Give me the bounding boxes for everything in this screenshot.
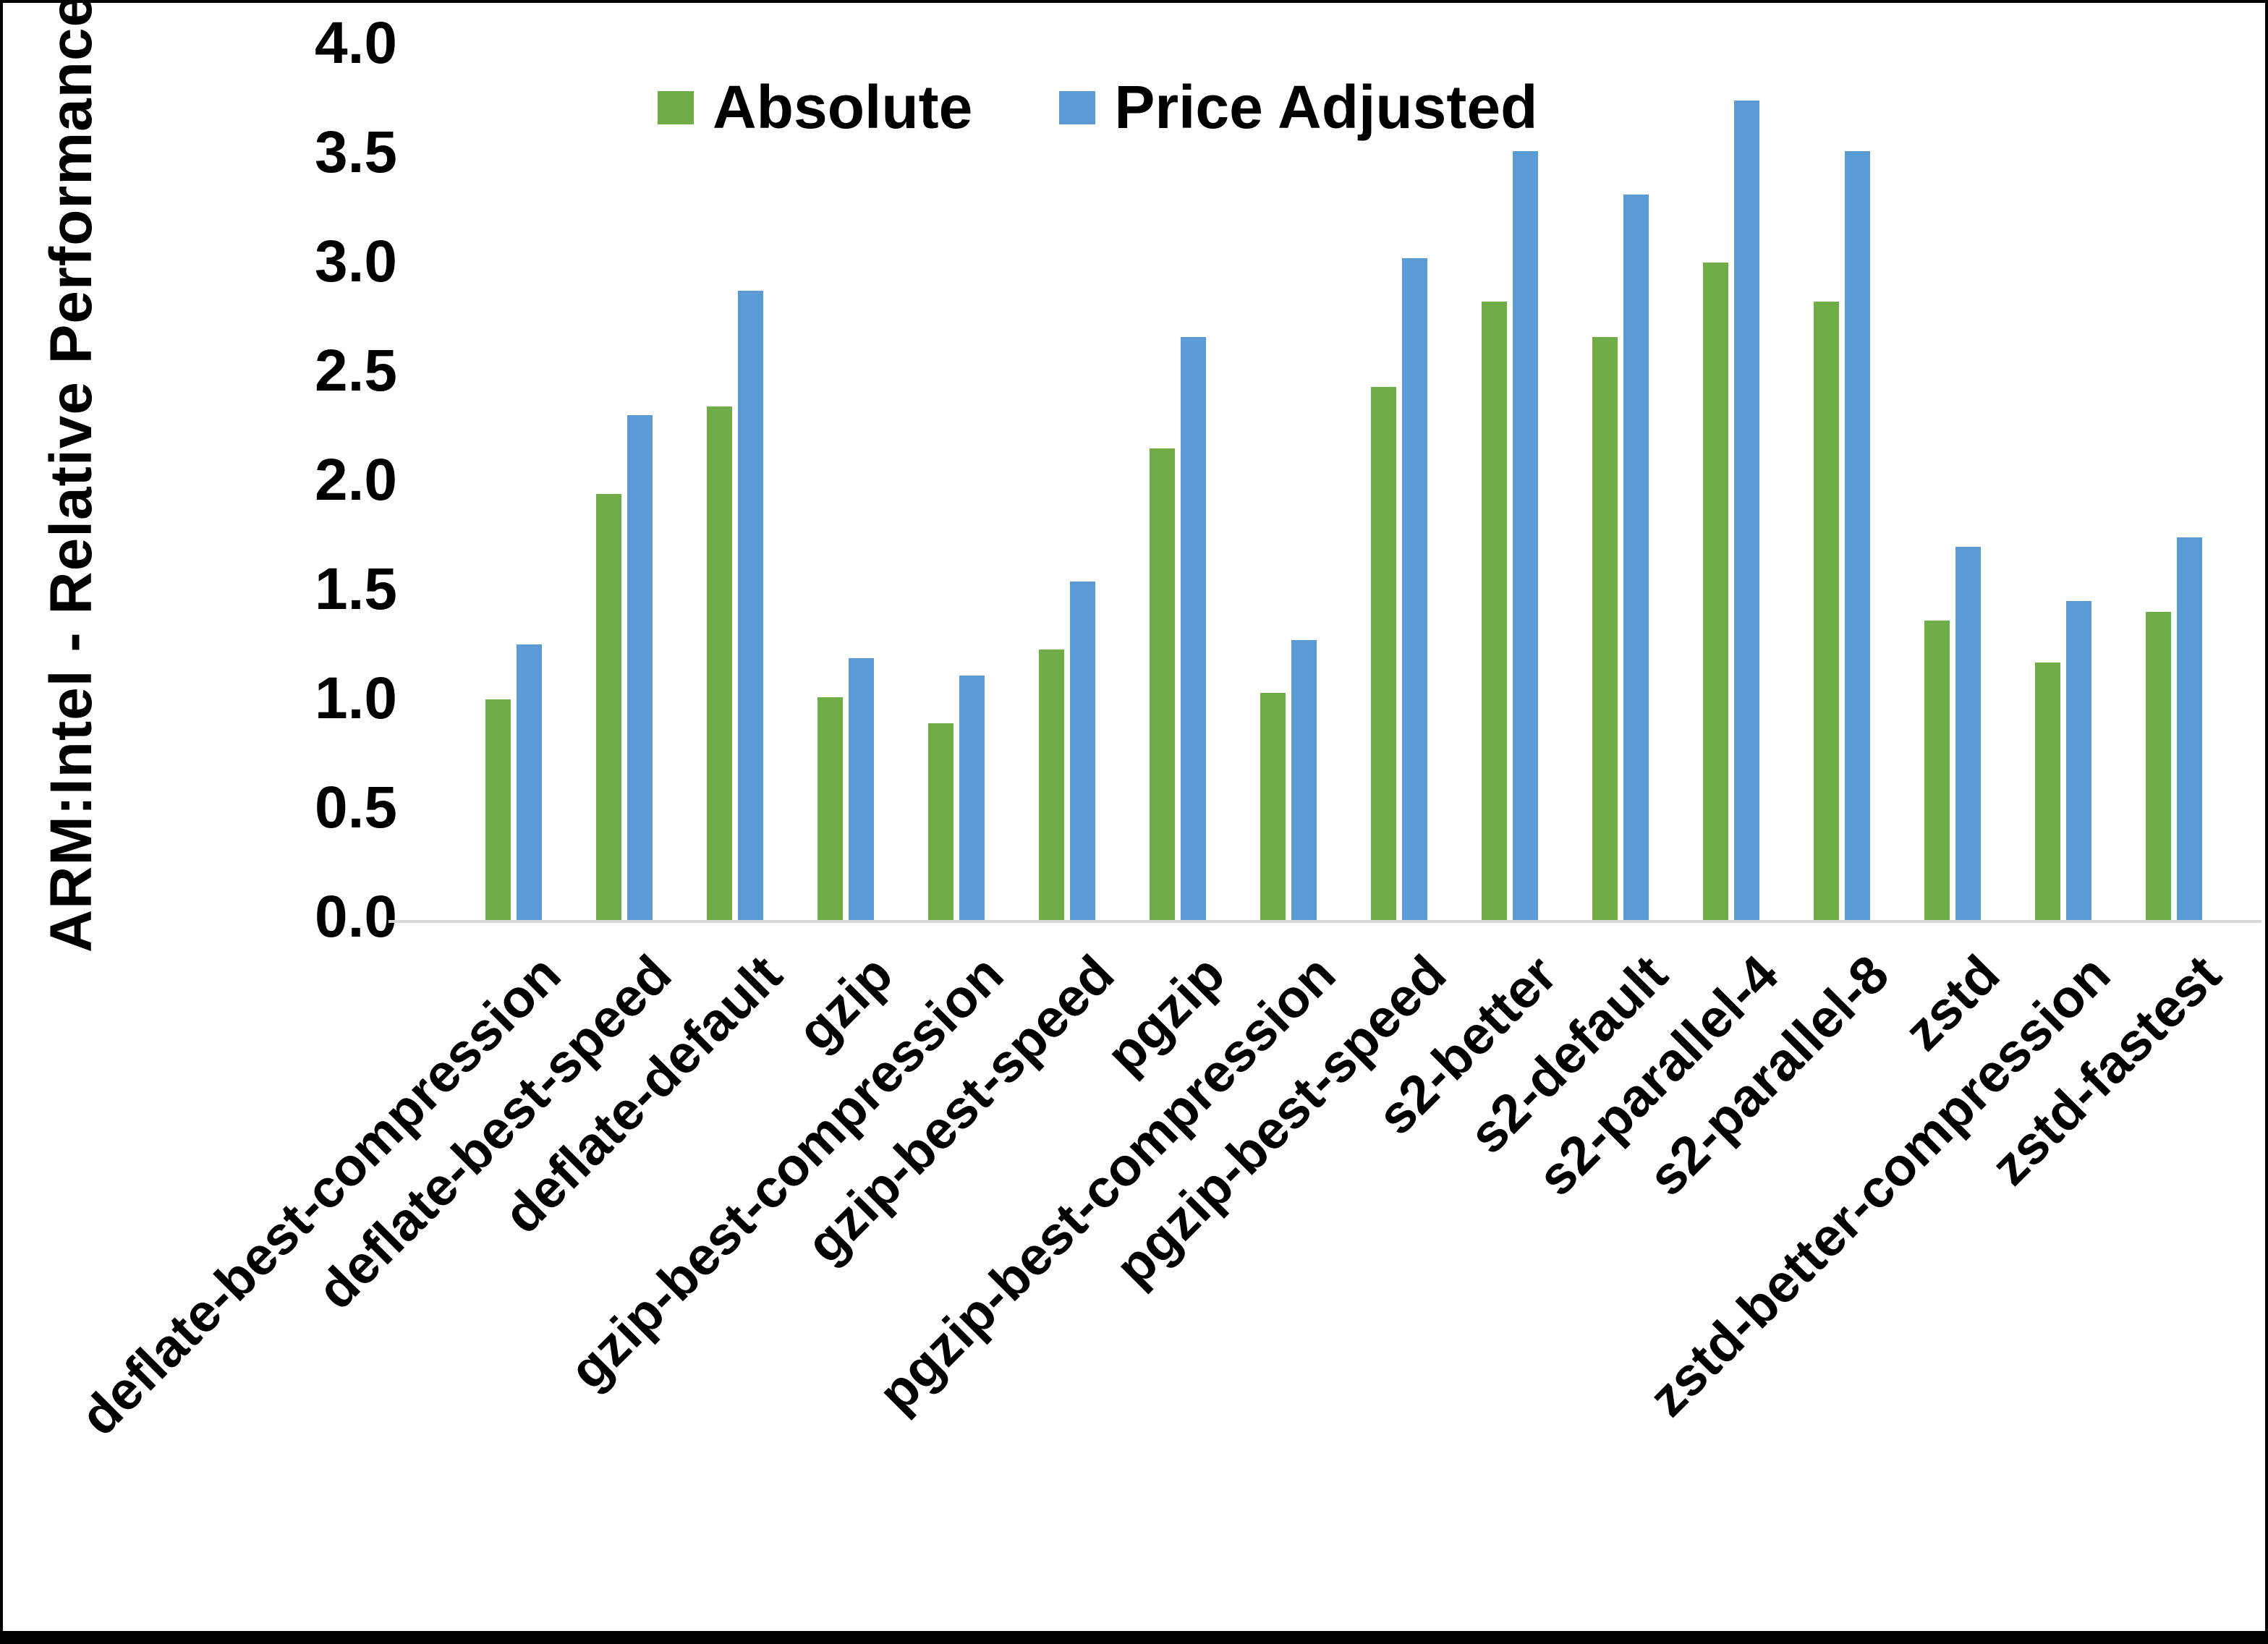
y-axis-tick-label: 4.0: [315, 10, 397, 77]
legend-label: Price Adjusted: [1114, 73, 1538, 141]
bar-price-adjusted-deflate-default: [738, 291, 763, 920]
bar-price-adjusted-gzip-best-compression: [959, 676, 985, 920]
bar-absolute-deflate-best-speed: [596, 494, 621, 920]
x-axis-line: [388, 920, 2261, 923]
bar-price-adjusted-pgzip-best-speed: [1402, 258, 1427, 920]
y-axis-tick-label: 3.0: [315, 229, 397, 295]
bar-absolute-pgzip-best-speed: [1371, 387, 1396, 920]
bar-absolute-zstd-better-compression: [2035, 663, 2060, 920]
legend-label: Absolute: [713, 73, 973, 141]
legend-swatch-icon: [658, 90, 694, 124]
legend: Absolute Price Adjusted: [658, 72, 1537, 142]
bar-price-adjusted-pgzip: [1181, 337, 1206, 920]
y-axis-tick-label: 2.5: [315, 338, 397, 404]
y-axis-tick-label: 0.0: [315, 884, 397, 950]
bar-absolute-s2-default: [1592, 337, 1618, 920]
bar-absolute-s2-parallel-4: [1703, 263, 1728, 920]
bar-absolute-zstd-fastest: [2146, 612, 2171, 920]
bar-price-adjusted-s2-parallel-8: [1845, 151, 1870, 920]
bar-price-adjusted-s2-parallel-4: [1734, 101, 1759, 920]
y-axis-tick-label: 1.0: [315, 665, 397, 732]
bar-absolute-gzip-best-compression: [928, 723, 954, 920]
bar-price-adjusted-s2-default: [1623, 195, 1649, 920]
y-axis-tick-label: 1.5: [315, 556, 397, 623]
bar-absolute-deflate-default: [707, 406, 732, 920]
bar-price-adjusted-gzip: [849, 658, 874, 920]
legend-swatch-icon: [1059, 90, 1096, 124]
legend-item-absolute: Absolute: [658, 72, 972, 142]
y-axis-tick-label: 0.5: [315, 775, 397, 841]
bar-price-adjusted-deflate-best-speed: [627, 415, 653, 920]
bar-price-adjusted-pgzip-best-compression: [1291, 640, 1317, 920]
bar-absolute-deflate-best-compression: [485, 699, 511, 920]
bar-absolute-pgzip: [1150, 448, 1175, 920]
bar-absolute-gzip: [817, 697, 843, 920]
y-axis-title: ARM:Intel - Relative Performance: [38, 0, 104, 953]
bar-price-adjusted-s2-better: [1513, 151, 1538, 920]
bar-absolute-s2-better: [1482, 302, 1507, 920]
bar-price-adjusted-zstd: [1955, 547, 1981, 920]
y-axis-tick-label: 2.0: [315, 447, 397, 514]
bar-price-adjusted-zstd-fastest: [2177, 537, 2202, 920]
legend-item-price-adjusted: Price Adjusted: [1059, 72, 1537, 142]
bar-absolute-gzip-best-speed: [1039, 649, 1064, 920]
bar-price-adjusted-gzip-best-speed: [1070, 582, 1095, 920]
bar-absolute-s2-parallel-8: [1814, 302, 1839, 920]
y-axis-tick-label: 3.5: [315, 119, 397, 186]
bar-price-adjusted-deflate-best-compression: [517, 644, 542, 920]
bar-absolute-pgzip-best-compression: [1260, 693, 1286, 920]
bar-price-adjusted-zstd-better-compression: [2066, 601, 2091, 920]
bar-absolute-zstd: [1924, 621, 1950, 920]
x-axis-category-label: deflate-best-compression: [68, 943, 572, 1447]
